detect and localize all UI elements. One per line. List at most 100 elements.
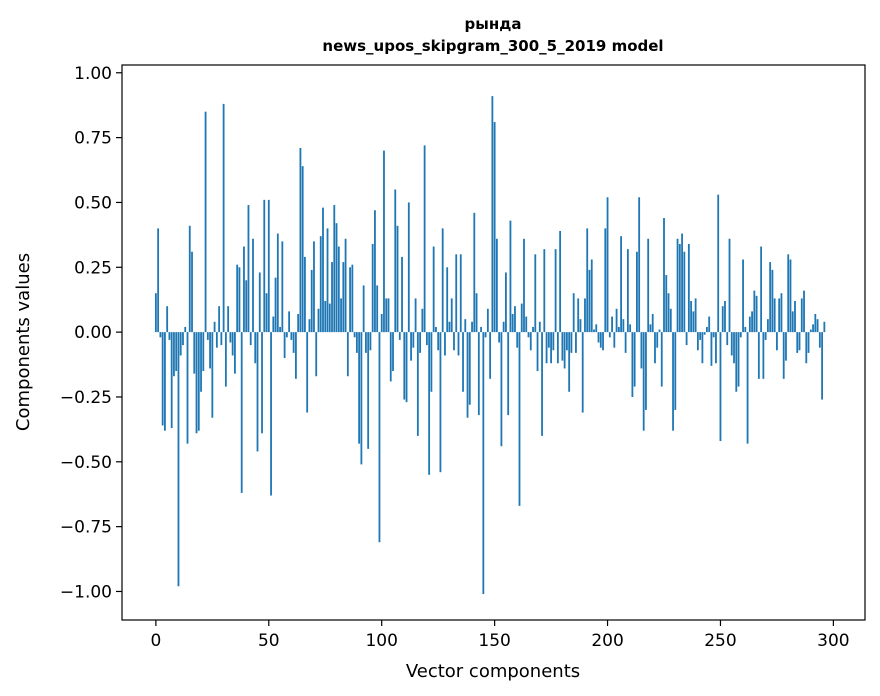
bar-168: [534, 254, 537, 333]
bar-292: [814, 313, 817, 333]
bar-71: [315, 332, 318, 377]
bar-226: [665, 275, 668, 333]
bar-245: [708, 316, 711, 333]
bar-177: [554, 249, 557, 333]
bar-43: [252, 238, 254, 333]
x-tick-label: 250: [704, 631, 736, 651]
bar-169: [536, 332, 539, 372]
bar-159: [514, 306, 516, 333]
bar-200: [606, 197, 609, 333]
bar-116: [416, 332, 419, 436]
bar-108: [398, 332, 401, 340]
bar-275: [776, 332, 778, 351]
bar-235: [685, 332, 688, 346]
bar-279: [785, 332, 787, 361]
bar-208: [624, 332, 627, 353]
bar-258: [737, 332, 740, 387]
bar-294: [818, 332, 821, 348]
bar-70: [313, 241, 315, 333]
bar-6: [168, 332, 171, 340]
y-tick-label: −0.75: [60, 518, 112, 538]
plot-frame: [121, 64, 866, 621]
bar-19: [197, 332, 200, 431]
bar-277: [780, 293, 783, 333]
bar-198: [602, 332, 604, 351]
bar-23: [206, 332, 209, 340]
bar-98: [376, 285, 379, 333]
bar-143: [477, 332, 480, 416]
y-tick-label: −0.50: [60, 453, 112, 473]
bar-152: [498, 332, 501, 343]
bar-3: [161, 332, 164, 426]
bar-12: [182, 332, 184, 346]
bar-170: [538, 321, 541, 333]
bar-53: [274, 277, 277, 333]
bar-140: [471, 321, 473, 333]
bar-42: [249, 332, 252, 346]
bar-80: [335, 223, 338, 333]
bar-280: [787, 254, 790, 333]
bar-233: [681, 233, 683, 333]
bar-229: [672, 332, 674, 431]
bar-269: [762, 332, 765, 379]
bar-146: [484, 332, 487, 338]
bar-161: [518, 332, 521, 506]
bar-289: [807, 332, 810, 353]
y-tick-label: −0.25: [60, 388, 112, 408]
bar-88: [353, 332, 356, 338]
bar-32: [227, 306, 230, 333]
bar-136: [462, 332, 464, 392]
bar-248: [715, 332, 717, 364]
bar-217: [645, 332, 647, 410]
bars-group: [154, 96, 826, 595]
y-tick-label: −1.00: [60, 582, 112, 602]
bar-209: [626, 249, 629, 333]
bar-34: [231, 332, 234, 356]
bar-265: [753, 290, 756, 333]
bar-103: [387, 298, 390, 333]
bar-72: [317, 308, 320, 333]
bar-263: [748, 316, 751, 333]
bar-138: [466, 332, 469, 418]
bar-8: [173, 332, 175, 377]
bar-119: [423, 145, 426, 333]
bar-56: [281, 241, 284, 333]
bar-36: [236, 264, 239, 333]
bar-30: [222, 103, 225, 333]
bar-83: [342, 262, 345, 333]
bar-212: [633, 332, 636, 387]
y-tick-label: 1.00: [74, 64, 112, 84]
bar-130: [448, 321, 451, 333]
bar-244: [706, 326, 708, 333]
bar-61: [292, 332, 295, 353]
bar-234: [683, 251, 686, 333]
bar-64: [299, 147, 302, 333]
bar-77: [328, 303, 331, 333]
bar-73: [319, 236, 322, 333]
bar-118: [421, 308, 424, 333]
bar-99: [378, 332, 381, 543]
bar-93: [365, 332, 367, 353]
bar-128: [444, 332, 446, 356]
bar-285: [798, 332, 801, 351]
bar-78: [331, 262, 333, 333]
bar-47: [261, 332, 263, 434]
bar-167: [532, 326, 534, 333]
bar-25: [211, 332, 214, 418]
x-tick-label: 300: [817, 631, 849, 651]
bar-182: [565, 332, 568, 351]
bar-239: [694, 298, 697, 333]
bar-259: [739, 332, 742, 338]
bar-65: [301, 166, 304, 333]
bar-205: [617, 326, 620, 333]
bar-67: [306, 332, 309, 413]
bar-84: [344, 238, 347, 333]
bar-218: [647, 238, 650, 333]
bar-242: [701, 332, 704, 364]
y-tick-label: 0.25: [74, 258, 112, 278]
bar-45: [256, 332, 259, 452]
bar-267: [757, 332, 760, 379]
bar-160: [516, 332, 519, 348]
bar-9: [175, 332, 178, 372]
bar-39: [243, 246, 245, 333]
